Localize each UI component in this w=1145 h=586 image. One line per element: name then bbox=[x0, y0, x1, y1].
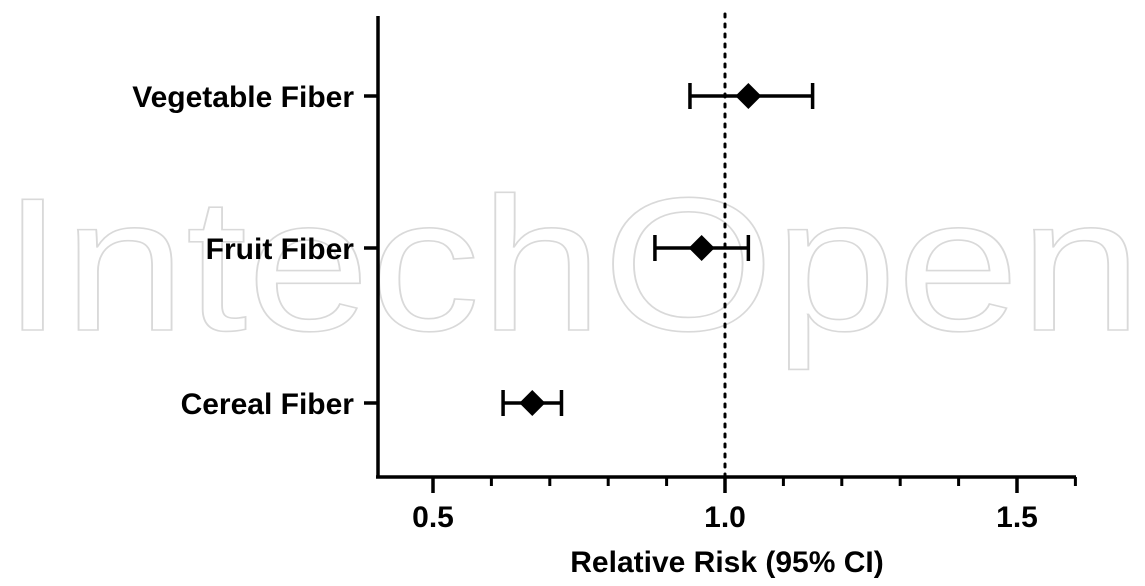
y-tick-label: Vegetable Fiber bbox=[132, 81, 354, 114]
estimate-diamond bbox=[519, 390, 546, 416]
estimate-diamond bbox=[688, 235, 715, 261]
watermark-text: IntechOpen bbox=[2, 159, 1142, 371]
data-marks bbox=[501, 83, 815, 416]
estimate-diamond bbox=[735, 83, 762, 109]
x-tick-label: 1.5 bbox=[996, 501, 1038, 534]
x-axis-label: Relative Risk (95% CI) bbox=[570, 546, 883, 579]
y-axis-categories: Vegetable Fiber Fruit Fiber Cereal Fiber bbox=[132, 81, 378, 421]
x-tick-label: 0.5 bbox=[412, 501, 454, 534]
x-tick-label: 1.0 bbox=[704, 501, 746, 534]
y-tick-label: Fruit Fiber bbox=[206, 233, 355, 266]
y-tick-label: Cereal Fiber bbox=[181, 388, 355, 421]
x-ticks: 0.5 1.0 1.5 bbox=[412, 477, 1077, 534]
